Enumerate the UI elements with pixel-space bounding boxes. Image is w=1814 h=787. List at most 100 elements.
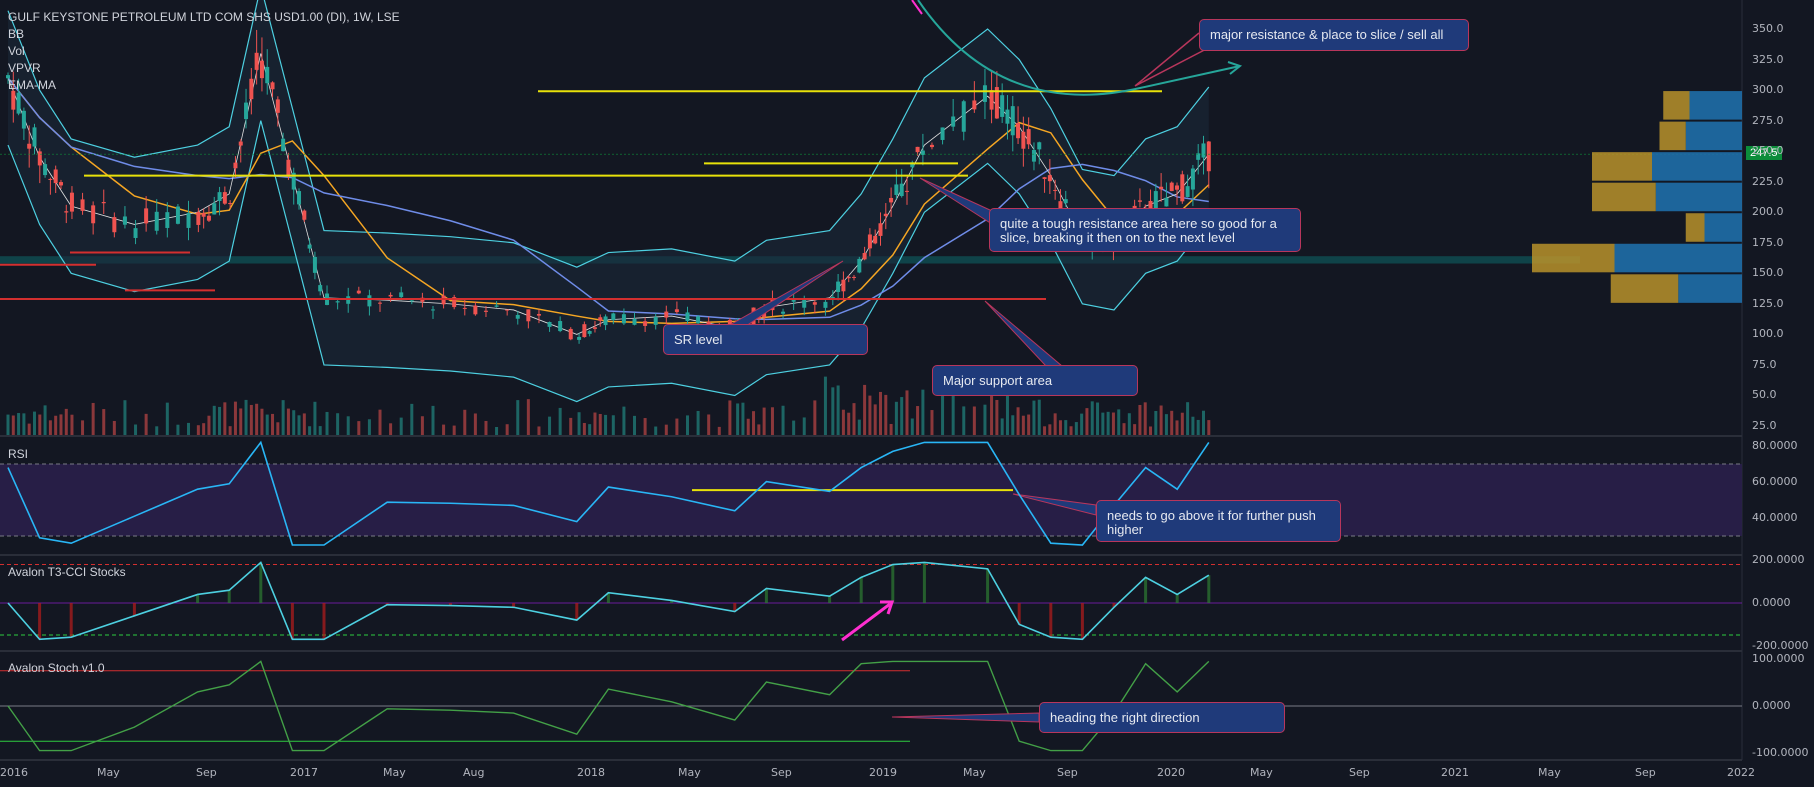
vpvr-sell-bar [1614, 243, 1742, 273]
cci-tick-label: -200.0000 [1752, 638, 1809, 652]
volume-bar [233, 401, 237, 435]
candle-body [1031, 149, 1036, 162]
candle-body [399, 292, 404, 298]
callout-stoch-note[interactable]: heading the right direction [1039, 702, 1285, 733]
vpvr-sell-bar [1689, 91, 1742, 120]
candle-body [802, 298, 807, 308]
volume-bar [431, 405, 435, 435]
candle-body [1169, 182, 1174, 192]
volume-bar [972, 406, 976, 435]
candle-body [894, 184, 899, 195]
candle-body [592, 327, 597, 329]
candle-body [302, 210, 307, 220]
callout-sr-level[interactable]: SR level [663, 324, 868, 355]
volume-bar [736, 403, 740, 435]
callout-rsi-note[interactable]: needs to go above it for further push hi… [1096, 500, 1341, 542]
candle-body [254, 52, 259, 70]
study-bb[interactable]: BB [8, 27, 25, 41]
candle-body [201, 213, 206, 217]
volume-bar [11, 415, 15, 435]
candle-body [873, 235, 878, 244]
candle-body [335, 301, 340, 303]
candle-body [11, 90, 16, 110]
candle-body [217, 192, 222, 202]
candle-body [643, 321, 648, 326]
candle-body [558, 321, 563, 332]
rsi-pane-title: RSI [8, 447, 29, 461]
volume-bar [582, 422, 586, 435]
study-vol[interactable]: Vol [8, 44, 25, 58]
volume-bar [484, 420, 488, 435]
candle-body [791, 298, 796, 302]
volume-bar [64, 408, 68, 435]
candle-body [823, 301, 828, 308]
candle-body [473, 305, 478, 315]
volume-bar [102, 409, 106, 435]
stoch-tick-label: -100.0000 [1752, 745, 1809, 759]
volume-bar [378, 409, 382, 435]
volume-bar [1058, 420, 1062, 435]
candle-body [1190, 168, 1195, 190]
volume-bar [633, 415, 637, 435]
candle-body [685, 312, 690, 322]
volume-bar [228, 426, 232, 435]
volume-bar [1202, 410, 1206, 435]
volume-bar [1143, 402, 1147, 435]
candle-body [889, 197, 894, 203]
candle-body [297, 191, 302, 205]
candle-body [356, 290, 361, 294]
volume-bar [847, 412, 851, 435]
candle-body [1137, 200, 1142, 202]
callout-major-resistance[interactable]: major resistance & place to slice / sell… [1199, 19, 1469, 51]
candle-body [367, 295, 372, 307]
price-tick-label: 100.0 [1752, 327, 1784, 341]
volume-bar [611, 415, 615, 435]
volume-bar [752, 411, 756, 435]
volume-bar [1170, 410, 1174, 435]
candle-body [249, 78, 254, 100]
cci-magenta-arrow [841, 602, 891, 642]
volume-bar [260, 408, 264, 435]
volume-bar [399, 417, 403, 435]
study-vpvr[interactable]: VPVR [8, 61, 41, 75]
study-ema-ma[interactable]: EMA-MA [8, 78, 56, 92]
time-tick-label: 2020 [1157, 766, 1185, 779]
volume-bar [894, 401, 898, 435]
volume-bar [762, 407, 766, 435]
time-tick-label: May [678, 766, 701, 779]
candle-body [598, 317, 603, 321]
time-tick-label: May [963, 766, 986, 779]
volume-bar [1138, 404, 1142, 435]
volume-bar [1090, 401, 1094, 435]
time-tick-label: 2017 [290, 766, 318, 779]
vpvr-sell-bar [1685, 121, 1742, 151]
candle-body [259, 60, 264, 79]
volume-bar [249, 404, 253, 435]
callout-tough-resistance[interactable]: quite a tough resistance area here so go… [989, 208, 1301, 252]
volume-bar [1096, 402, 1100, 435]
candle-body [483, 310, 488, 312]
volume-bar [452, 425, 456, 435]
volume-bar [43, 405, 47, 435]
volume-bar [357, 421, 361, 435]
volume-bar [207, 415, 211, 435]
vpvr-sell-bar [1652, 152, 1742, 181]
volume-bar [134, 424, 138, 435]
ma-line [7, 77, 1209, 321]
volume-bar [516, 400, 520, 435]
volume-bar [302, 413, 306, 435]
candle-body [43, 164, 48, 176]
volume-bar [1027, 414, 1031, 435]
candle-body [275, 99, 280, 113]
volume-bar [48, 420, 52, 435]
volume-bar [1175, 420, 1179, 435]
callout-major-support[interactable]: Major support area [932, 365, 1138, 396]
volume-bar [32, 411, 36, 435]
time-tick-label: 2018 [577, 766, 605, 779]
candle-body [307, 244, 312, 249]
volume-bar [1111, 412, 1115, 435]
volume-bar [212, 405, 216, 435]
volume-bar [593, 412, 597, 435]
vpvr-buy-bar [1592, 182, 1656, 212]
